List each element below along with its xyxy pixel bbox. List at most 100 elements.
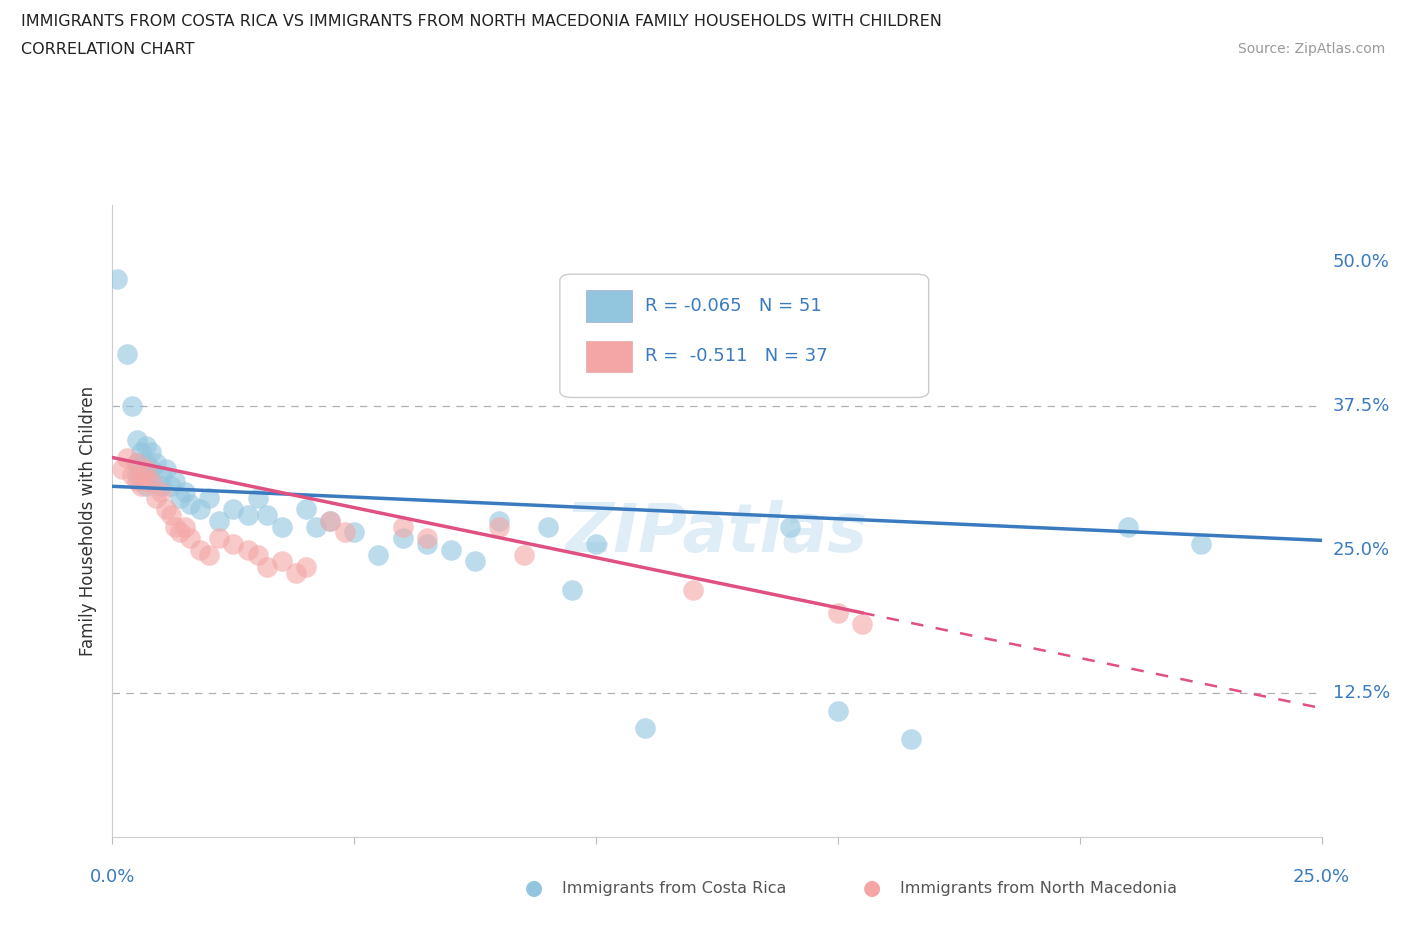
Point xyxy=(198,490,221,505)
Point xyxy=(149,468,172,483)
Point xyxy=(295,559,318,574)
Point xyxy=(188,542,211,557)
Point xyxy=(149,485,172,499)
Point xyxy=(391,531,413,546)
Point xyxy=(135,456,157,471)
Point xyxy=(285,565,308,580)
Point xyxy=(779,519,801,534)
Point xyxy=(131,468,153,483)
Point xyxy=(149,479,172,494)
Point xyxy=(270,519,292,534)
Point xyxy=(537,519,560,534)
Point xyxy=(343,525,366,539)
Point xyxy=(179,496,201,511)
Point xyxy=(135,461,157,476)
Point xyxy=(304,519,326,534)
Point xyxy=(155,461,177,476)
Point xyxy=(125,456,148,471)
Text: 0.0%: 0.0% xyxy=(90,868,135,885)
Point xyxy=(179,531,201,546)
Text: 50.0%: 50.0% xyxy=(1333,253,1389,271)
Point xyxy=(115,347,138,362)
Point xyxy=(159,508,181,523)
Point xyxy=(270,553,292,568)
Point xyxy=(851,617,873,631)
Point xyxy=(827,703,849,718)
Point xyxy=(115,450,138,465)
Text: ●: ● xyxy=(863,878,880,898)
Point xyxy=(135,479,157,494)
Point xyxy=(246,548,269,563)
Point xyxy=(236,542,259,557)
Point xyxy=(155,502,177,517)
Text: ZIPatlas: ZIPatlas xyxy=(567,500,868,566)
Point xyxy=(319,513,342,528)
Point xyxy=(333,525,356,539)
Text: ●: ● xyxy=(526,878,543,898)
Point xyxy=(141,461,163,476)
Text: R =  -0.511   N = 37: R = -0.511 N = 37 xyxy=(644,348,827,365)
Text: R = -0.065   N = 51: R = -0.065 N = 51 xyxy=(644,297,821,314)
Point xyxy=(141,445,163,459)
Text: CORRELATION CHART: CORRELATION CHART xyxy=(21,42,194,57)
Text: Immigrants from North Macedonia: Immigrants from North Macedonia xyxy=(900,881,1177,896)
Point xyxy=(827,605,849,620)
Point xyxy=(125,432,148,447)
Text: Source: ZipAtlas.com: Source: ZipAtlas.com xyxy=(1237,42,1385,56)
Point xyxy=(169,490,191,505)
Point xyxy=(561,582,583,597)
Point xyxy=(416,531,439,546)
Point xyxy=(121,398,143,413)
Point xyxy=(256,559,278,574)
Point xyxy=(236,508,259,523)
Y-axis label: Family Households with Children: Family Households with Children xyxy=(79,386,97,656)
Point xyxy=(440,542,463,557)
Text: 25.0%: 25.0% xyxy=(1333,540,1391,559)
Point xyxy=(1189,537,1212,551)
Text: 37.5%: 37.5% xyxy=(1333,397,1391,415)
Bar xyxy=(586,290,633,322)
Point xyxy=(391,519,413,534)
Point xyxy=(188,502,211,517)
Point xyxy=(141,473,163,488)
Point xyxy=(367,548,389,563)
Point xyxy=(222,537,245,551)
Point xyxy=(141,473,163,488)
Point xyxy=(131,468,153,483)
Point xyxy=(174,485,197,499)
Point xyxy=(131,479,153,494)
Point xyxy=(256,508,278,523)
Point xyxy=(125,456,148,471)
Point xyxy=(159,479,181,494)
Point xyxy=(222,502,245,517)
Point xyxy=(105,272,128,286)
Point xyxy=(125,473,148,488)
Point xyxy=(416,537,439,551)
Point xyxy=(198,548,221,563)
Point xyxy=(488,519,510,534)
Point xyxy=(135,473,157,488)
Point xyxy=(585,537,607,551)
Point xyxy=(125,468,148,483)
Point xyxy=(135,468,157,483)
FancyBboxPatch shape xyxy=(560,274,929,397)
Point xyxy=(1116,519,1139,534)
Point xyxy=(633,721,655,736)
Text: IMMIGRANTS FROM COSTA RICA VS IMMIGRANTS FROM NORTH MACEDONIA FAMILY HOUSEHOLDS : IMMIGRANTS FROM COSTA RICA VS IMMIGRANTS… xyxy=(21,14,942,29)
Point xyxy=(165,519,187,534)
Point xyxy=(208,531,231,546)
Text: Immigrants from Costa Rica: Immigrants from Costa Rica xyxy=(562,881,787,896)
Text: 12.5%: 12.5% xyxy=(1333,684,1391,702)
Text: 25.0%: 25.0% xyxy=(1294,868,1350,885)
Point xyxy=(900,732,922,747)
Point xyxy=(464,553,486,568)
Point xyxy=(111,461,134,476)
Point xyxy=(512,548,534,563)
Point xyxy=(131,445,153,459)
Point xyxy=(682,582,704,597)
Point xyxy=(319,513,342,528)
Point xyxy=(295,502,318,517)
Point xyxy=(169,525,191,539)
Point xyxy=(208,513,231,528)
Point xyxy=(121,468,143,483)
